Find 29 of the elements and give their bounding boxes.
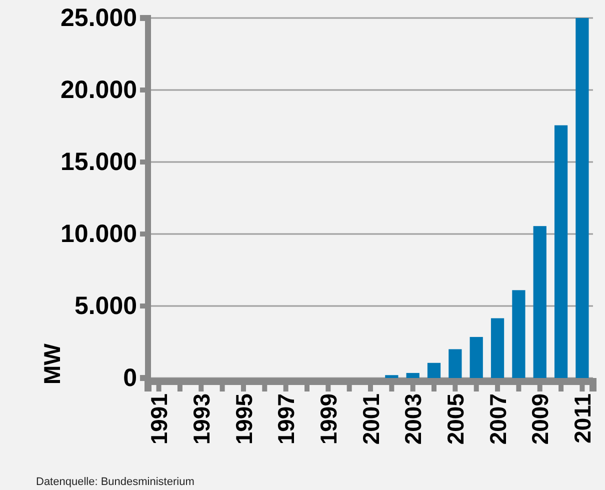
- x-tick-label: 2005: [442, 393, 468, 445]
- x-tick-label: 1991: [146, 393, 172, 445]
- x-tick-label: 2003: [400, 394, 426, 445]
- bar: [427, 362, 441, 378]
- y-axis-title: MW: [39, 343, 65, 384]
- y-tick-label: 5.000: [74, 292, 137, 320]
- x-tick-label: 2001: [358, 393, 384, 445]
- bar: [490, 318, 504, 378]
- y-tick-label: 10.000: [60, 220, 137, 248]
- x-tick-label: 2011: [569, 393, 596, 444]
- x-tick-label: 1993: [188, 394, 214, 445]
- bar: [554, 125, 568, 378]
- bar: [385, 375, 398, 378]
- y-tick-label: 15.000: [60, 148, 137, 176]
- bar: [470, 336, 483, 378]
- text: Datenquelle: Bundesministerium: [36, 476, 194, 488]
- x-tick-label: 2007: [484, 394, 511, 445]
- bar: [406, 372, 420, 378]
- x-tick-label: 1999: [315, 394, 342, 445]
- bar: [576, 18, 589, 378]
- x-tick-label: 2009: [527, 394, 554, 445]
- x-tick-label: 1995: [230, 393, 257, 445]
- bar: [512, 290, 526, 378]
- y-tick-label: 20.000: [60, 76, 137, 104]
- y-tick-label: 0: [123, 364, 137, 392]
- bar: [533, 226, 546, 378]
- x-tick-label: 1997: [273, 394, 300, 445]
- y-tick-label: 25.000: [60, 4, 137, 32]
- bar: [448, 349, 462, 378]
